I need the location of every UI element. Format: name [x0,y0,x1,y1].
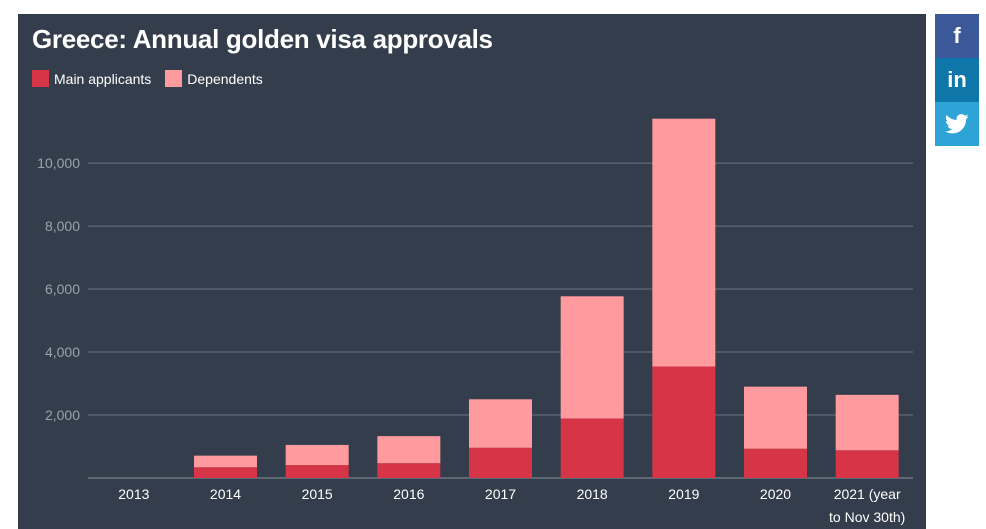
x-tick-label: 2015 [302,486,333,502]
bar-main-applicants [194,467,257,478]
chart-panel: 2,000 4,000 6,000 8,000 10,000 2013 2014 2015 20… [18,14,926,529]
bar-dependents [285,444,349,466]
legend-item-main-applicants: Main applicants [32,70,151,87]
bar-main-applicants [560,418,624,478]
bar-main-applicants [285,465,349,478]
x-tick-label: 2017 [485,486,516,502]
chart-legend: Main applicants Dependents [32,70,263,87]
linkedin-icon: in [947,67,967,92]
y-tick-label: 10,000 [37,155,80,171]
legend-item-dependents: Dependents [165,70,263,87]
bar-main-applicants [469,447,532,478]
chart-title: Greece: Annual golden visa approvals [32,24,493,54]
x-tick-label: 2020 [760,486,791,502]
legend-swatch-main-applicants [32,70,49,87]
bar-main-applicants [744,448,807,478]
y-tick-label: 8,000 [45,218,80,234]
bar-main-applicants [377,463,441,478]
social-share-bar: f in [935,14,979,146]
x-tick-label: 2021 (year [834,486,901,502]
x-tick-label: 2016 [393,486,424,502]
bar-dependents [560,296,624,419]
bar-dependents [377,436,441,464]
facebook-share-button[interactable]: f [935,14,979,58]
linkedin-share-button[interactable]: in [935,58,979,102]
legend-label-dependents: Dependents [187,70,263,87]
twitter-share-button[interactable] [935,102,979,146]
chart-plot: 2,000 4,000 6,000 8,000 10,000 2013 2014 2015 20… [37,118,913,525]
x-tick-label: to Nov 30th) [829,509,905,525]
facebook-icon: f [953,23,961,48]
legend-swatch-dependents [165,70,183,87]
x-tick-label: 2018 [577,486,608,502]
y-tick-label: 6,000 [45,281,80,297]
x-tick-label: 2013 [118,486,149,502]
x-tick-label: 2019 [668,486,699,502]
y-tick-label: 4,000 [45,344,80,360]
bar-dependents [744,386,807,449]
y-tick-label: 2,000 [45,407,80,423]
twitter-icon [945,114,969,134]
bar-dependents [194,455,257,468]
legend-label-main-applicants: Main applicants [54,70,152,87]
bar-main-applicants [652,366,716,478]
bar-main-applicants [835,450,899,478]
bar-dependents [469,399,532,448]
x-tick-label: 2014 [210,486,241,502]
bar-dependents [652,118,716,367]
bar-dependents [835,394,899,451]
